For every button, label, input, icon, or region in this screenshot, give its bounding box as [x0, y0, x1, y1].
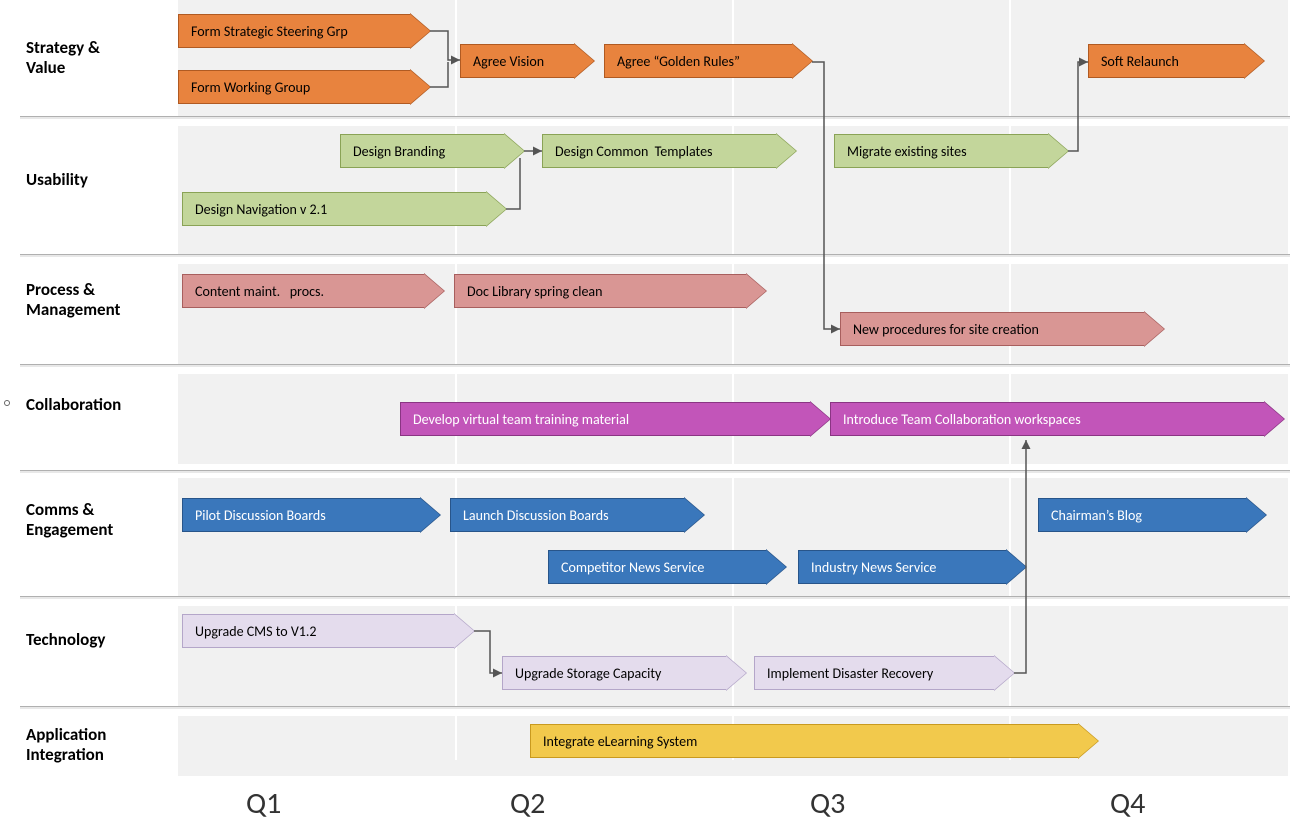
row-label-process: Process &Management: [26, 280, 120, 321]
task-design-nav: Design Navigation v 2.1: [182, 192, 506, 226]
task-label-pilot-boards: Pilot Discussion Boards: [182, 498, 420, 532]
arrow-head-icon: [810, 402, 830, 436]
row-divider-1: [20, 254, 1290, 257]
arrow-head-icon: [454, 614, 474, 648]
arrow-head-icon: [504, 134, 524, 168]
task-form-working-grp: Form Working Group: [178, 70, 430, 104]
quarter-label-q1: Q1: [246, 785, 281, 822]
task-label-develop-vtm: Develop virtual team training material: [400, 402, 810, 436]
task-upgrade-storage: Upgrade Storage Capacity: [502, 656, 746, 690]
arrow-head-icon: [410, 70, 430, 104]
task-elearning: Integrate eLearning System: [530, 724, 1098, 758]
task-content-procs: Content maint. procs.: [182, 274, 444, 308]
task-label-launch-boards: Launch Discussion Boards: [450, 498, 684, 532]
task-label-elearning: Integrate eLearning System: [530, 724, 1078, 758]
row-divider-3: [20, 470, 1290, 473]
arrow-head-icon: [1048, 134, 1068, 168]
task-soft-relaunch: Soft Relaunch: [1088, 44, 1264, 78]
task-label-form-steering-grp: Form Strategic Steering Grp: [178, 14, 410, 48]
task-label-new-procedures: New procedures for site creation: [840, 312, 1144, 346]
row-divider-5: [20, 706, 1290, 709]
task-migrate-sites: Migrate existing sites: [834, 134, 1068, 168]
task-label-design-common: Design Common Templates: [542, 134, 776, 168]
arrow-head-icon: [1246, 498, 1266, 532]
bullet-circle-icon: [4, 400, 10, 406]
arrow-head-icon: [410, 14, 430, 48]
quarter-label-q2: Q2: [510, 785, 545, 822]
roadmap-chart: Strategy &Value Usability Process &Managem…: [0, 0, 1297, 829]
task-label-design-branding: Design Branding: [340, 134, 504, 168]
row-label-strategy: Strategy &Value: [26, 38, 100, 79]
arrow-head-icon: [1144, 312, 1164, 346]
row-label-comms: Comms &Engagement: [26, 500, 113, 541]
task-upgrade-cms: Upgrade CMS to V1.2: [182, 614, 474, 648]
task-label-agree-vision: Agree Vision: [460, 44, 574, 78]
arrow-head-icon: [486, 192, 506, 226]
task-agree-golden: Agree “Golden Rules”: [604, 44, 812, 78]
task-launch-boards: Launch Discussion Boards: [450, 498, 704, 532]
task-label-introduce-collab: Introduce Team Collaboration workspaces: [830, 402, 1264, 436]
row-label-appint: ApplicationIntegration: [26, 725, 106, 766]
task-label-form-working-grp: Form Working Group: [178, 70, 410, 104]
task-design-common: Design Common Templates: [542, 134, 796, 168]
quarter-divider-3: [1009, 0, 1011, 760]
arrow-head-icon: [424, 274, 444, 308]
quarter-label-q3: Q3: [810, 785, 845, 822]
task-label-soft-relaunch: Soft Relaunch: [1088, 44, 1244, 78]
task-competitor-news: Competitor News Service: [548, 550, 786, 584]
task-new-procedures: New procedures for site creation: [840, 312, 1164, 346]
row-label-technology: Technology: [26, 630, 105, 650]
task-chairman-blog: Chairman’s Blog: [1038, 498, 1266, 532]
task-label-competitor-news: Competitor News Service: [548, 550, 766, 584]
arrow-head-icon: [792, 44, 812, 78]
task-pilot-boards: Pilot Discussion Boards: [182, 498, 440, 532]
arrow-head-icon: [420, 498, 440, 532]
arrow-head-icon: [1078, 724, 1098, 758]
arrow-head-icon: [726, 656, 746, 690]
task-label-upgrade-cms: Upgrade CMS to V1.2: [182, 614, 454, 648]
row-divider-4: [20, 596, 1290, 599]
task-label-agree-golden: Agree “Golden Rules”: [604, 44, 792, 78]
row-label-usability: Usability: [26, 170, 88, 190]
task-develop-vtm: Develop virtual team training material: [400, 402, 830, 436]
arrow-head-icon: [746, 274, 766, 308]
task-label-disaster-recovery: Implement Disaster Recovery: [754, 656, 994, 690]
arrow-head-icon: [684, 498, 704, 532]
task-form-steering-grp: Form Strategic Steering Grp: [178, 14, 430, 48]
arrow-head-icon: [994, 656, 1014, 690]
task-label-chairman-blog: Chairman’s Blog: [1038, 498, 1246, 532]
task-agree-vision: Agree Vision: [460, 44, 594, 78]
arrow-head-icon: [1264, 402, 1284, 436]
task-label-doc-library: Doc Library spring clean: [454, 274, 746, 308]
task-design-branding: Design Branding: [340, 134, 524, 168]
task-disaster-recovery: Implement Disaster Recovery: [754, 656, 1014, 690]
arrow-head-icon: [574, 44, 594, 78]
row-divider-0: [20, 116, 1290, 119]
task-label-upgrade-storage: Upgrade Storage Capacity: [502, 656, 726, 690]
arrow-head-icon: [1006, 550, 1026, 584]
task-doc-library: Doc Library spring clean: [454, 274, 766, 308]
quarter-divider-2: [732, 0, 734, 760]
quarter-label-q4: Q4: [1110, 785, 1145, 822]
arrow-head-icon: [1244, 44, 1264, 78]
task-industry-news: Industry News Service: [798, 550, 1026, 584]
task-label-design-nav: Design Navigation v 2.1: [182, 192, 486, 226]
row-divider-2: [20, 364, 1290, 367]
task-introduce-collab: Introduce Team Collaboration workspaces: [830, 402, 1284, 436]
task-label-migrate-sites: Migrate existing sites: [834, 134, 1048, 168]
arrow-head-icon: [766, 550, 786, 584]
task-label-content-procs: Content maint. procs.: [182, 274, 424, 308]
arrow-head-icon: [776, 134, 796, 168]
task-label-industry-news: Industry News Service: [798, 550, 1006, 584]
row-label-collaboration: Collaboration: [26, 395, 121, 415]
